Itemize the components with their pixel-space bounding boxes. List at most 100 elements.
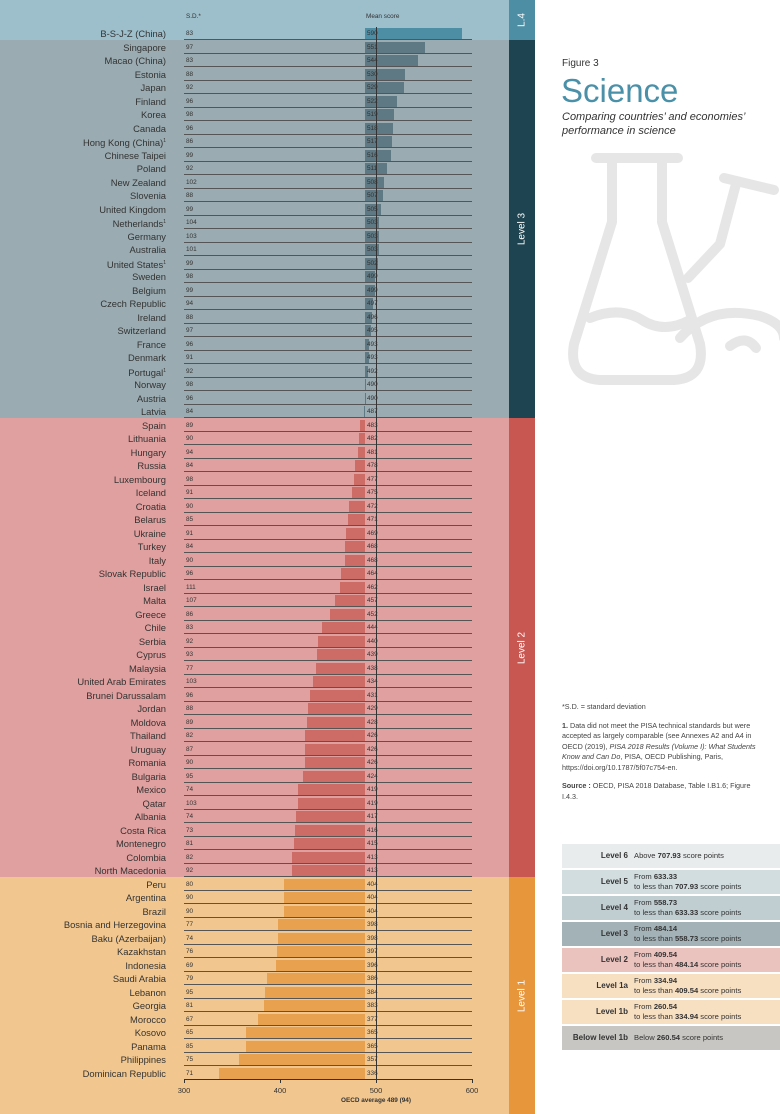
mean-score: 413 — [367, 853, 378, 861]
row-rule — [184, 255, 472, 256]
bar — [365, 365, 369, 377]
mean-score: 468 — [367, 543, 378, 550]
note-1-italic: PISA 2018 Results (Volume I): What Stude… — [562, 741, 756, 762]
country-name: Netherlands1 — [112, 218, 166, 230]
row-rule — [184, 1038, 472, 1039]
sd-value: 84 — [186, 408, 194, 415]
note-1-text-b: , PISA, OECD Publishing, Paris, https://… — [562, 752, 724, 772]
row-rule — [184, 322, 472, 324]
row-rule — [184, 1011, 472, 1012]
country-row: Kosovo 65 365 — [0, 1026, 509, 1039]
legend-row: Level 1b From 260.54 to less than 334.94 s… — [562, 1000, 780, 1024]
mean-score: 426 — [367, 759, 378, 766]
row-rule — [184, 174, 472, 175]
bar — [365, 163, 387, 174]
country-row: Belarus 85 471 — [0, 513, 509, 526]
row-rule — [184, 997, 472, 999]
bar — [322, 622, 366, 633]
mean-score: 396 — [367, 961, 378, 969]
bar — [358, 433, 366, 444]
country-name: Romania — [128, 757, 166, 768]
bar — [352, 487, 366, 498]
country-row: Baku (Azerbaijan) 74 398 — [0, 932, 509, 945]
bar — [365, 244, 379, 255]
row-rule — [184, 930, 472, 931]
country-row: Argentina 90 404 — [0, 891, 509, 904]
row-rule — [184, 93, 472, 94]
bar — [246, 1040, 366, 1052]
country-row: Israel 111 462 — [0, 581, 509, 594]
mean-score: 426 — [367, 745, 378, 753]
mean-score: 503 — [367, 232, 378, 240]
country-row: Cyprus 93 439 — [0, 648, 509, 661]
sd-value: 91 — [186, 489, 194, 496]
country-name: Switzerland — [117, 325, 166, 336]
row-rule — [184, 349, 472, 351]
mean-score: 502 — [367, 259, 378, 267]
country-row: Costa Rica 73 416 — [0, 824, 509, 837]
country-row: Estonia 88 530 — [0, 68, 509, 81]
bar — [365, 230, 379, 242]
mean-score: 497 — [367, 300, 378, 307]
mean-score: 551 — [367, 43, 378, 51]
country-name: Greece — [135, 608, 166, 620]
mean-score: 365 — [367, 1042, 378, 1050]
country-row: Romania 90 426 — [0, 756, 509, 769]
country-name: Malaysia — [129, 662, 166, 674]
legend-range: From 633.33 to less than 707.93 score poi… — [634, 870, 780, 894]
country-row: New Zealand 102 508 — [0, 176, 509, 189]
bar — [298, 797, 366, 809]
row-rule — [184, 511, 472, 513]
source-text: OECD, PISA 2018 Database, Table I.B1.6; … — [562, 781, 751, 801]
mean-score: 471 — [367, 516, 378, 523]
mean-score: 439 — [367, 651, 378, 658]
bar — [218, 1067, 366, 1079]
sd-value: 73 — [186, 826, 194, 834]
country-name: Philippines — [120, 1054, 166, 1065]
sd-value: 81 — [186, 840, 194, 847]
sd-value: 96 — [186, 340, 194, 348]
mean-score: 419 — [367, 799, 378, 807]
mean-score: 417 — [367, 813, 378, 820]
sd-value: 103 — [186, 799, 197, 807]
legend-range-line: From 558.73 — [634, 898, 678, 907]
country-row: Malaysia 77 438 — [0, 662, 509, 675]
country-row: Morocco 67 377 — [0, 1013, 509, 1026]
bar — [276, 959, 366, 971]
sd-value: 98 — [186, 273, 194, 280]
country-row: B-S-J-Z (China) 83 590 — [0, 27, 509, 40]
bar — [359, 419, 366, 431]
mean-score: 490 — [367, 394, 378, 402]
country-row: Lebanon 95 384 — [0, 986, 509, 999]
country-name: Qatar — [142, 797, 166, 809]
country-name: Hong Kong (China)1 — [82, 137, 166, 149]
row-rule — [184, 39, 472, 40]
country-name: Indonesia — [125, 959, 166, 971]
legend-range-line: to less than 484.14 score points — [634, 960, 742, 969]
row-rule — [184, 862, 472, 864]
notes: *S.D. = standard deviation 1. Data did n… — [562, 702, 762, 810]
bar — [349, 500, 366, 512]
mean-score: 477 — [367, 475, 378, 483]
bar — [317, 649, 366, 660]
legend-range-line: to less than 707.93 score points — [634, 882, 742, 891]
x-tick-label: 600 — [465, 1086, 479, 1095]
bar — [365, 284, 376, 296]
mean-score: 492 — [367, 367, 378, 375]
legend-level-name: Level 5 — [600, 877, 628, 886]
bar — [278, 919, 366, 930]
mean-score: 522 — [367, 97, 378, 105]
sd-value: 93 — [186, 651, 194, 658]
bar — [257, 1013, 366, 1025]
mean-score: 472 — [367, 502, 378, 510]
bar — [346, 527, 366, 539]
country-name: Croatia — [135, 500, 166, 512]
sd-value: 96 — [186, 570, 194, 577]
country-name: Finland — [135, 95, 166, 107]
legend-row: Level 4 From 558.73 to less than 633.33 sc… — [562, 896, 780, 920]
country-row: Peru 80 404 — [0, 878, 509, 891]
row-rule — [184, 741, 472, 742]
x-tick-label: 400 — [273, 1086, 287, 1095]
mean-score: 499 — [367, 273, 378, 280]
country-row: Macao (China) 83 544 — [0, 54, 509, 67]
